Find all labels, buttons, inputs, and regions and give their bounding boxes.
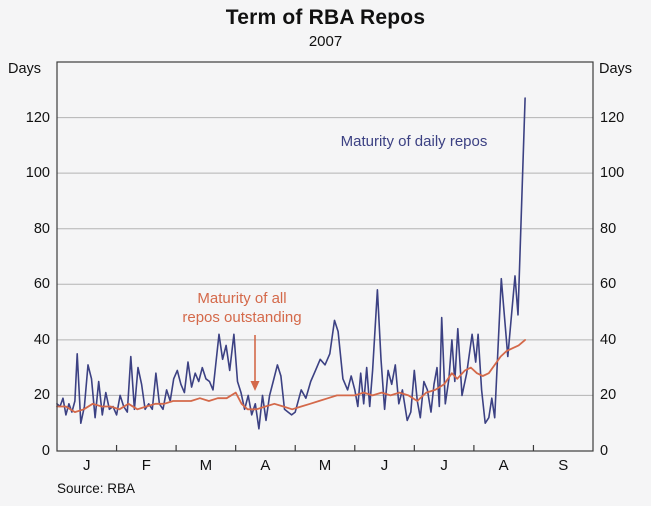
annotation-repos-outstanding-line1: Maturity of all xyxy=(197,290,287,307)
month-label-2: M xyxy=(199,457,213,474)
y-tick-left-60: 60 xyxy=(33,276,50,292)
y-tick-left-80: 80 xyxy=(33,221,50,237)
month-label-6: J xyxy=(440,457,448,474)
y-tick-right-60: 60 xyxy=(600,276,617,292)
y-tick-left-40: 40 xyxy=(33,332,50,348)
month-label-7: A xyxy=(498,457,509,474)
y-axis-unit-left: Days xyxy=(8,61,42,77)
month-label-3: A xyxy=(260,457,271,474)
month-label-1: F xyxy=(141,457,151,474)
y-tick-right-20: 20 xyxy=(600,387,617,403)
annotation-repos-outstanding-line2: repos outstanding xyxy=(182,309,302,326)
annotation-arrow-head xyxy=(250,381,260,391)
y-tick-right-40: 40 xyxy=(600,332,617,348)
y-tick-right-100: 100 xyxy=(600,165,625,181)
plot-frame xyxy=(56,61,594,452)
month-label-5: J xyxy=(380,457,389,474)
month-label-0: J xyxy=(83,457,91,474)
month-label-8: S xyxy=(558,457,569,474)
annotation-daily-repos: Maturity of daily repos xyxy=(340,133,488,150)
y-tick-right-120: 120 xyxy=(600,110,625,126)
month-label-4: M xyxy=(318,457,332,474)
line-daily-repos xyxy=(56,97,526,430)
y-tick-left-120: 120 xyxy=(25,110,50,126)
annotation-repos-outstanding: Maturity of all repos outstanding xyxy=(122,289,362,327)
y-tick-right-80: 80 xyxy=(600,221,617,237)
chart-title: Term of RBA Repos xyxy=(225,6,426,29)
chart-subtitle: 2007 xyxy=(308,33,343,50)
y-tick-right-0: 0 xyxy=(600,443,609,459)
y-tick-left-20: 20 xyxy=(33,387,50,403)
line-repos-outstanding xyxy=(56,338,526,414)
y-axis-unit-right: Days xyxy=(599,61,633,77)
y-tick-left-100: 100 xyxy=(25,165,50,181)
y-tick-left-0: 0 xyxy=(41,443,50,459)
source-note: Source: RBA xyxy=(57,481,136,496)
